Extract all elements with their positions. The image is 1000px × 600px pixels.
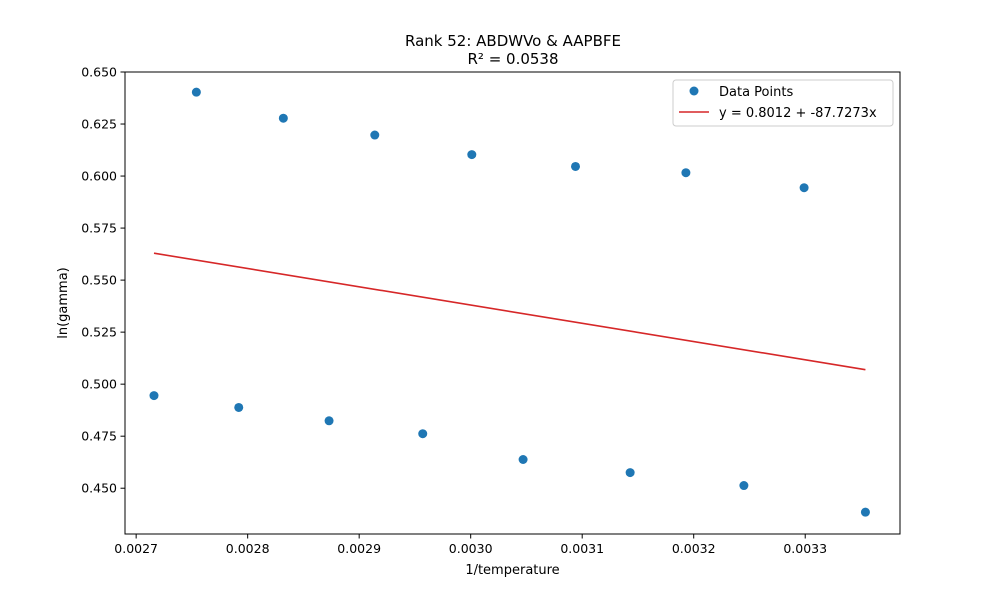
legend-label-data-points: Data Points bbox=[719, 85, 793, 100]
plot-area bbox=[149, 87, 870, 517]
x-tick-label: 0.0027 bbox=[114, 541, 158, 556]
data-point bbox=[571, 161, 581, 171]
data-point bbox=[625, 468, 635, 478]
x-tick-label: 0.0030 bbox=[449, 541, 493, 556]
y-tick-label: 0.625 bbox=[81, 117, 117, 132]
x-tick-label: 0.0033 bbox=[783, 541, 827, 556]
legend-marker-data-points bbox=[689, 86, 699, 96]
x-axis: 0.0027 0.0028 0.0029 0.0030 0.0031 0.0032 0.00… bbox=[114, 534, 827, 556]
y-tick-label: 0.575 bbox=[81, 221, 117, 236]
axes-frame bbox=[124, 71, 901, 535]
chart-subtitle: R² = 0.0538 bbox=[467, 50, 558, 68]
data-point bbox=[860, 507, 870, 517]
y-tick-label: 0.475 bbox=[81, 429, 117, 444]
data-point bbox=[149, 391, 159, 401]
data-point bbox=[739, 481, 749, 491]
data-point bbox=[681, 168, 691, 178]
data-point bbox=[418, 429, 428, 439]
x-tick-label: 0.0032 bbox=[672, 541, 716, 556]
data-point bbox=[370, 130, 380, 140]
data-point bbox=[278, 113, 288, 123]
y-axis: 0.450 0.475 0.500 0.525 0.550 0.575 0.600 0.625… bbox=[81, 65, 125, 496]
data-point bbox=[324, 416, 334, 426]
data-point bbox=[799, 183, 809, 193]
data-point bbox=[518, 454, 528, 464]
y-tick-label: 0.450 bbox=[81, 481, 117, 496]
x-tick-label: 0.0031 bbox=[560, 541, 604, 556]
y-tick-label: 0.550 bbox=[81, 273, 117, 288]
legend-box bbox=[672, 79, 894, 127]
y-tick-label: 0.500 bbox=[81, 377, 117, 392]
data-point bbox=[234, 402, 244, 412]
legend: Data Points y = 0.8012 + -87.7273x bbox=[672, 79, 894, 127]
legend-label-fit-line: y = 0.8012 + -87.7273x bbox=[719, 106, 877, 121]
x-tick-label: 0.0028 bbox=[226, 541, 270, 556]
data-point bbox=[467, 150, 477, 160]
fit-line bbox=[153, 252, 866, 371]
y-tick-label: 0.600 bbox=[81, 169, 117, 184]
chart-title: Rank 52: ABDWVo & AAPBFE bbox=[405, 32, 621, 50]
y-tick-label: 0.525 bbox=[81, 325, 117, 340]
x-axis-label: 1/temperature bbox=[465, 563, 559, 578]
y-axis-label: ln(gamma) bbox=[56, 267, 71, 339]
data-point bbox=[191, 87, 201, 97]
y-tick-label: 0.650 bbox=[81, 65, 117, 80]
x-tick-label: 0.0029 bbox=[337, 541, 381, 556]
